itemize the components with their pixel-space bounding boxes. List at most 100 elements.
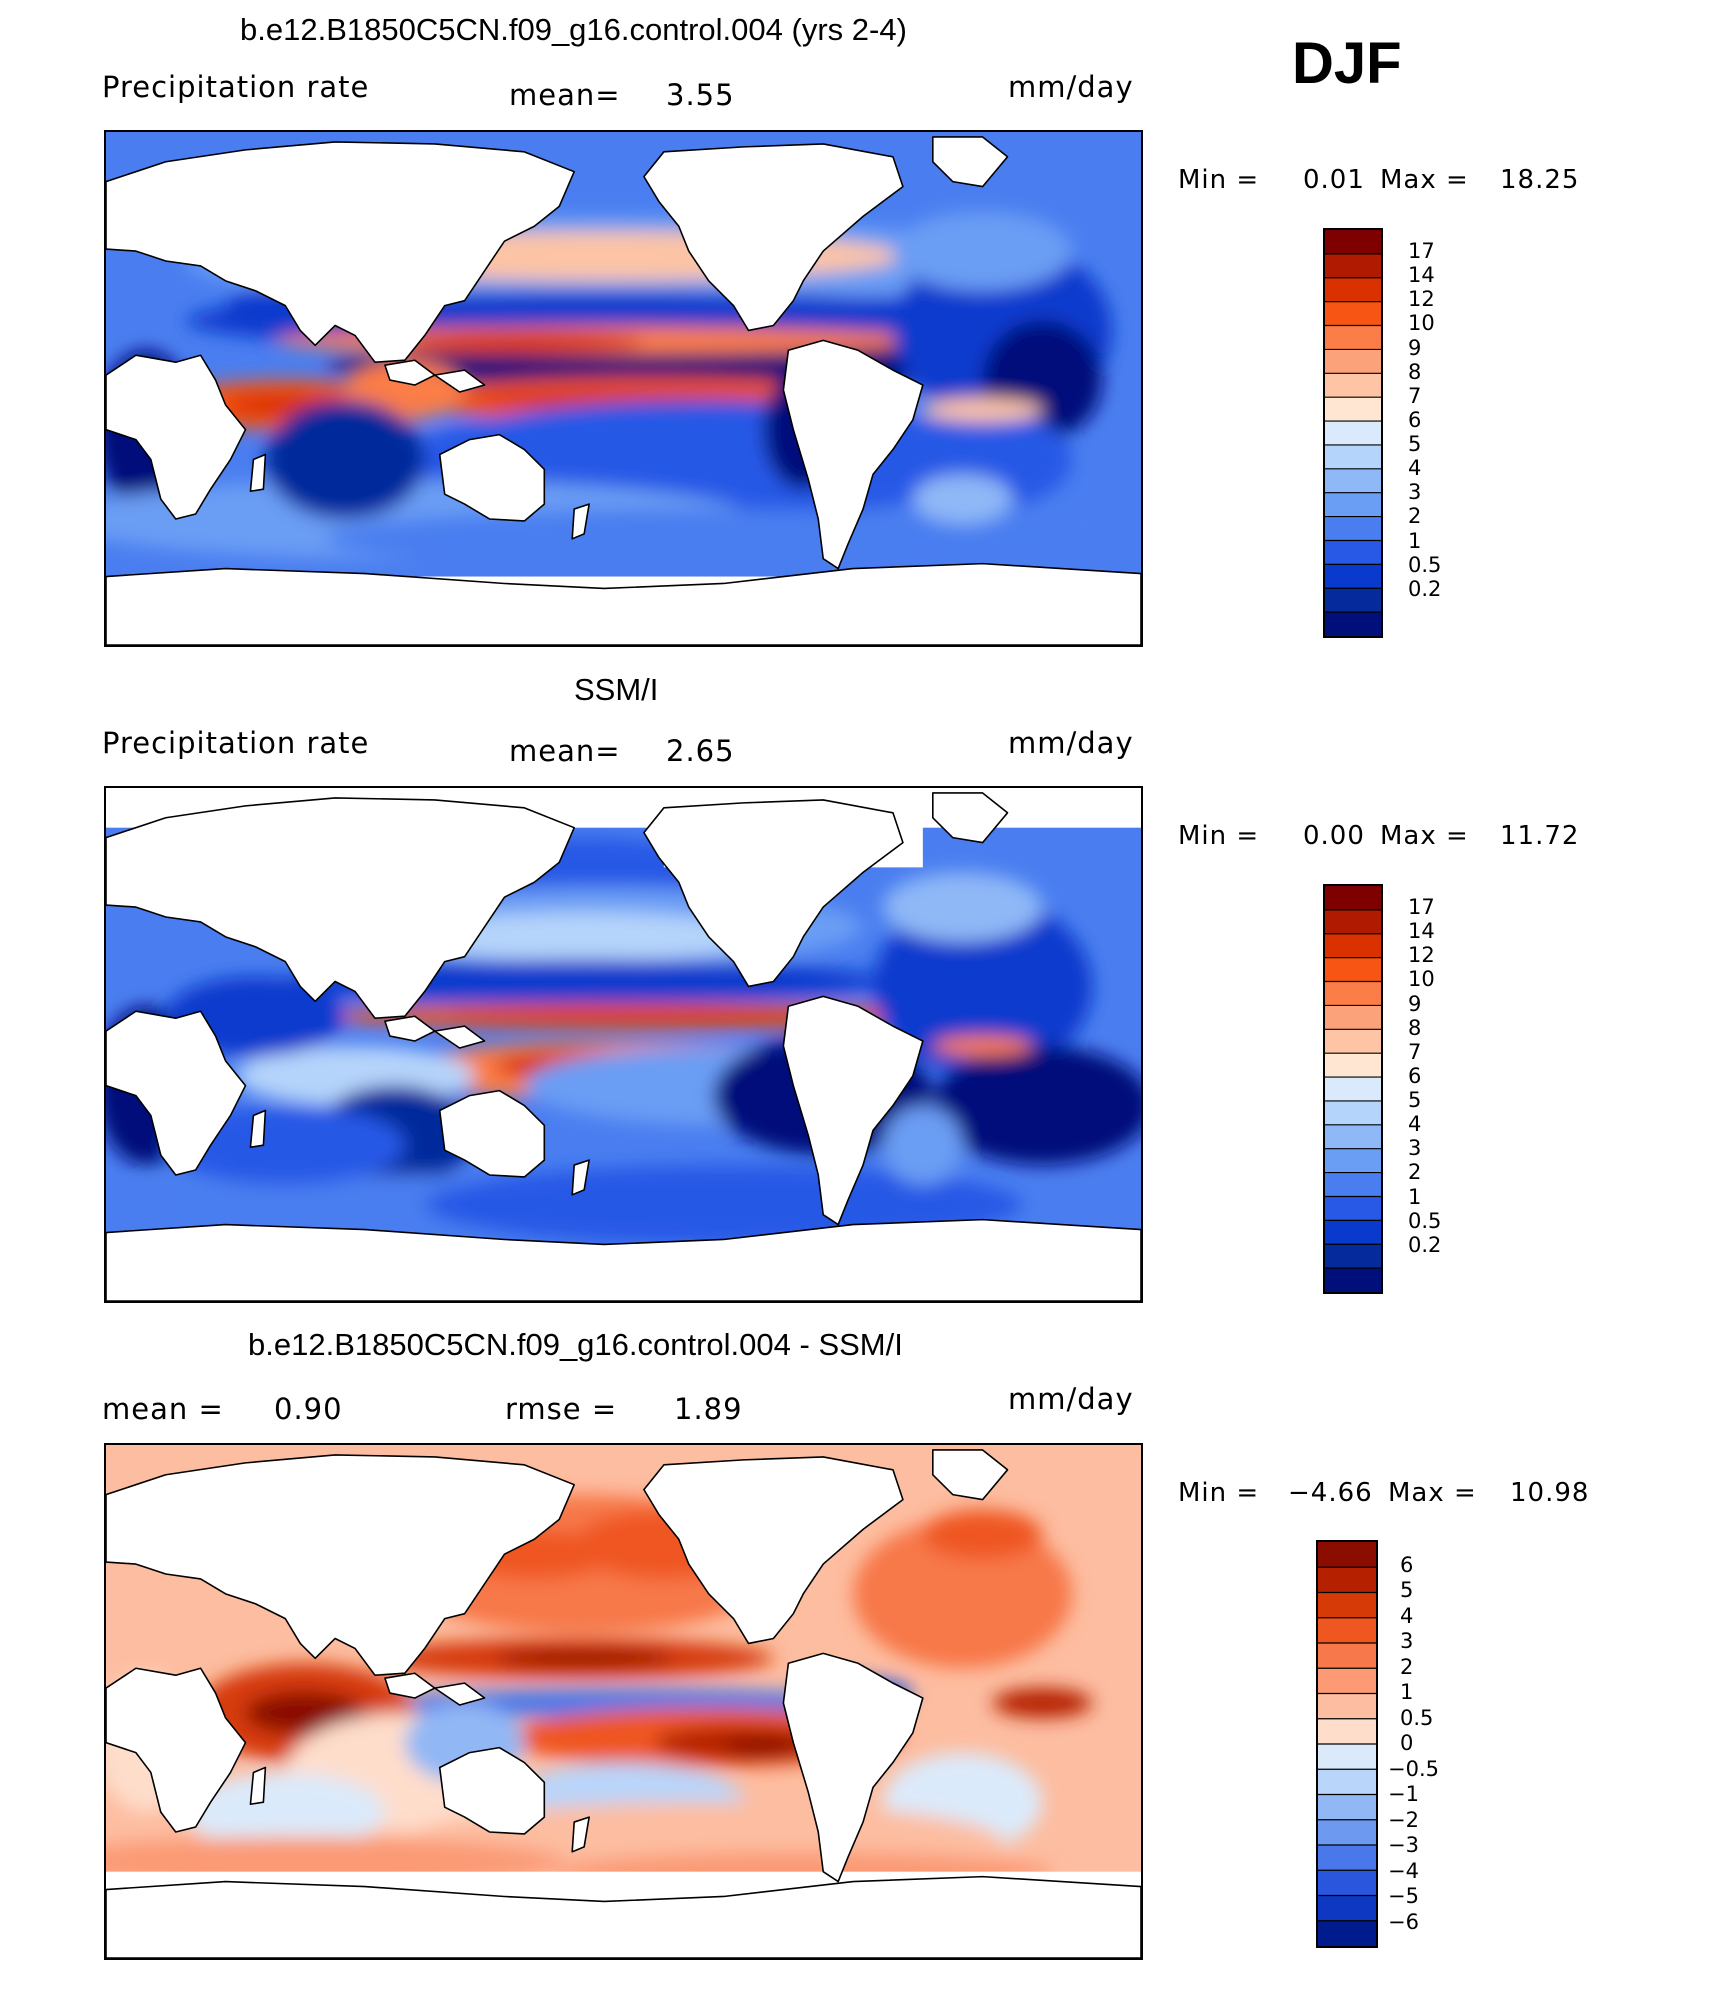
field-contour xyxy=(444,1010,844,1023)
colorbar-tick-label: 9 xyxy=(1408,991,1422,1016)
colorbar-tick-label: 0.5 xyxy=(1408,552,1442,577)
colorbar-tick-label: 12 xyxy=(1408,943,1435,968)
colorbar-swatch xyxy=(1325,253,1381,279)
colorbar-swatch xyxy=(1318,1718,1376,1745)
colorbar-tick-label: 6 xyxy=(1400,1552,1414,1577)
field-contour xyxy=(912,474,1013,524)
coastline xyxy=(782,1652,924,1883)
colorbar-tick-label: 3 xyxy=(1408,1136,1422,1161)
colorbar xyxy=(1316,1540,1378,1948)
units-label: mm/day xyxy=(1008,1382,1134,1416)
field-contour xyxy=(265,399,425,519)
coastline xyxy=(571,1159,590,1196)
colorbar-swatch xyxy=(1325,516,1381,541)
colorbar-swatch xyxy=(1318,1592,1376,1619)
panel-title: b.e12.B1850C5CN.f09_g16.control.004 (yrs… xyxy=(240,12,907,47)
mean-value: 0.90 xyxy=(274,1392,343,1426)
field-contour xyxy=(932,1046,1141,1166)
field-contour xyxy=(922,1509,1043,1560)
colorbar-swatch xyxy=(1325,230,1381,255)
colorbar-tick-label: 0 xyxy=(1400,1731,1414,1755)
min-label: Min = xyxy=(1178,165,1260,195)
coastline xyxy=(643,799,904,988)
colorbar-swatch xyxy=(1318,1845,1376,1871)
colorbar-swatch xyxy=(1318,1870,1376,1896)
colorbar-tick-label: 0.5 xyxy=(1400,1705,1434,1730)
colorbar-tick-label: −2 xyxy=(1388,1807,1419,1832)
units-label: mm/day xyxy=(1008,726,1134,760)
colorbar-tick-label: 10 xyxy=(1408,967,1435,992)
colorbar-tick-label: 10 xyxy=(1408,311,1435,336)
colorbar-tick-label: 7 xyxy=(1408,1039,1422,1064)
colorbar-swatch xyxy=(1325,1077,1381,1102)
coastline xyxy=(782,995,924,1226)
map-obs xyxy=(104,786,1143,1303)
rmse-value: 1.89 xyxy=(674,1392,743,1426)
coastline xyxy=(384,1015,436,1042)
colorbar-tick-label: −3 xyxy=(1388,1833,1419,1857)
mean-value: 3.55 xyxy=(666,78,735,112)
colorbar-swatch xyxy=(1325,540,1381,565)
coastline xyxy=(643,1456,904,1645)
colorbar-swatch xyxy=(1318,1744,1376,1770)
colorbar-tick-label: 1 xyxy=(1408,1184,1422,1209)
field-contour xyxy=(723,1737,804,1758)
colorbar-swatch xyxy=(1325,1005,1381,1030)
colorbar-swatch xyxy=(1325,492,1381,518)
colorbar-tick-label: 2 xyxy=(1408,504,1422,529)
colorbar-tick-label: 9 xyxy=(1408,335,1422,360)
colorbar-tick-label: −4 xyxy=(1388,1858,1419,1883)
colorbar-swatch xyxy=(1325,612,1381,636)
colorbar-swatch xyxy=(1325,1029,1381,1054)
panel-title: SSM/I xyxy=(574,672,659,707)
coastline xyxy=(433,1682,486,1706)
coastline xyxy=(433,1025,486,1049)
field-contour xyxy=(185,1772,385,1852)
colorbar-swatch xyxy=(1318,1693,1376,1720)
colorbar-swatch xyxy=(1325,564,1381,589)
field-contour xyxy=(325,509,1083,569)
colorbar-tick-label: −1 xyxy=(1388,1782,1419,1806)
coastline xyxy=(932,792,1009,844)
coastline xyxy=(782,339,924,570)
colorbar-swatch xyxy=(1325,1172,1381,1197)
colorbar-swatch xyxy=(1325,1268,1381,1292)
max-label: Max = xyxy=(1388,1478,1477,1508)
colorbar-tick-label: 4 xyxy=(1408,456,1422,481)
coastline xyxy=(249,1766,267,1805)
colorbar-swatch xyxy=(1325,349,1381,374)
field-contour xyxy=(922,397,1043,422)
mean-label: mean = xyxy=(102,1392,224,1426)
colorbar-swatch xyxy=(1318,1617,1376,1644)
colorbar-tick-label: 0.5 xyxy=(1408,1208,1442,1233)
colorbar-tick-label: 6 xyxy=(1408,407,1422,432)
colorbar-swatch xyxy=(1318,1643,1376,1669)
coastline xyxy=(438,433,546,522)
map-svg xyxy=(106,132,1141,645)
min-value: 0.00 xyxy=(1303,821,1365,851)
min-value: −4.66 xyxy=(1288,1478,1373,1508)
variable-label: Precipitation rate xyxy=(102,70,370,104)
colorbar-swatch xyxy=(1325,1100,1381,1126)
colorbar-swatch xyxy=(1325,886,1381,911)
field-contour xyxy=(404,332,644,353)
colorbar-tick-label: −0.5 xyxy=(1388,1756,1439,1781)
colorbar-swatch xyxy=(1325,301,1381,327)
field-contour xyxy=(882,872,1043,942)
min-value: 0.01 xyxy=(1303,165,1365,195)
colorbar-swatch xyxy=(1318,1794,1376,1821)
coastline xyxy=(932,136,1009,188)
colorbar-swatch xyxy=(1325,909,1381,935)
colorbar-tick-label: 3 xyxy=(1408,480,1422,505)
coastline xyxy=(106,1875,1141,1958)
colorbar-tick-label: 2 xyxy=(1408,1160,1422,1185)
coastline xyxy=(106,1218,1141,1301)
colorbar-swatch xyxy=(1325,1244,1381,1269)
units-label: mm/day xyxy=(1008,70,1134,104)
colorbar-swatch xyxy=(1318,1819,1376,1846)
colorbar xyxy=(1323,884,1383,1294)
coastline xyxy=(571,1816,590,1853)
colorbar-tick-label: 2 xyxy=(1400,1654,1414,1679)
max-label: Max = xyxy=(1380,821,1469,851)
field-contour xyxy=(892,211,1073,291)
